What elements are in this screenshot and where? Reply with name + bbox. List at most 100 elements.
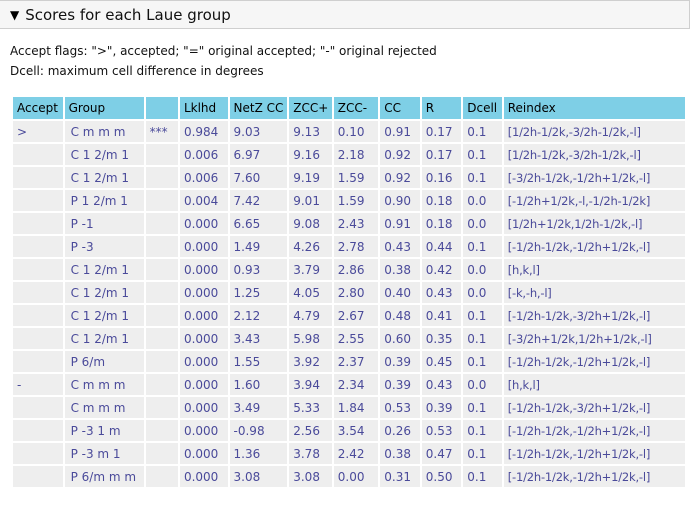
col-header-mark: [145, 97, 178, 119]
cell-group: P -3: [64, 236, 144, 257]
cell-cc: 0.40: [380, 282, 420, 303]
cell-netzcc: 9.03: [229, 121, 288, 142]
accept-flags-legend: Accept flags: ">", accepted; "=" origina…: [10, 44, 437, 58]
cell-group: P -3 1 m: [64, 420, 144, 441]
cell-r: 0.47: [421, 443, 462, 464]
cell-netzcc: 1.60: [229, 374, 288, 395]
cell-mark: [145, 236, 178, 257]
cell-cc: 0.53: [380, 397, 420, 418]
cell-dcell: 0.0: [463, 374, 502, 395]
cell-accept: [13, 420, 63, 441]
cell-netzcc: 7.60: [229, 167, 288, 188]
cell-lklhd: 0.000: [179, 443, 228, 464]
cell-accept: [13, 236, 63, 257]
cell-mark: [145, 466, 178, 487]
cell-group: P 1 2/m 1: [64, 190, 144, 211]
cell-dcell: 0.1: [463, 236, 502, 257]
cell-accept: -: [13, 374, 63, 395]
cell-r: 0.53: [421, 420, 462, 441]
col-header-zccplus: ZCC+: [289, 97, 332, 119]
table-row: P 6/m m m 0.000 3.08 3.08 0.00 0.31 0.50 0.1 [-1…: [13, 466, 685, 487]
dcell-legend: Dcell: maximum cell difference in degree…: [10, 64, 264, 78]
cell-dcell: 0.1: [463, 443, 502, 464]
cell-netzcc: 3.08: [229, 466, 288, 487]
cell-group: C m m m: [64, 374, 144, 395]
cell-netzcc: 6.65: [229, 213, 288, 234]
cell-zccplus: 2.56: [289, 420, 332, 441]
cell-r: 0.17: [421, 121, 462, 142]
cell-zccplus: 9.19: [289, 167, 332, 188]
cell-cc: 0.60: [380, 328, 420, 349]
cell-zccplus: 3.92: [289, 351, 332, 372]
section-header-scores[interactable]: ▼ Scores for each Laue group: [0, 0, 690, 29]
cell-zccplus: 3.94: [289, 374, 332, 395]
cell-zccminus: 2.42: [333, 443, 379, 464]
cell-group: C m m m: [64, 121, 144, 142]
section-title: Scores for each Laue group: [25, 5, 231, 24]
cell-zccminus: 0.00: [333, 466, 379, 487]
cell-r: 0.43: [421, 374, 462, 395]
triangle-down-icon[interactable]: ▼: [10, 7, 20, 22]
cell-dcell: 0.0: [463, 259, 502, 280]
cell-group: C 1 2/m 1: [64, 305, 144, 326]
cell-netzcc: 7.42: [229, 190, 288, 211]
cell-group: C m m m: [64, 397, 144, 418]
cell-zccplus: 4.05: [289, 282, 332, 303]
cell-zccminus: 0.10: [333, 121, 379, 142]
cell-dcell: 0.0: [463, 282, 502, 303]
cell-mark: [145, 305, 178, 326]
cell-mark: [145, 397, 178, 418]
cell-reindex: [-1/2h-1/2k,-3/2h+1/2k,-l]: [503, 397, 685, 418]
cell-lklhd: 0.000: [179, 305, 228, 326]
cell-cc: 0.39: [380, 374, 420, 395]
col-header-netzcc: NetZ CC: [229, 97, 288, 119]
cell-accept: [13, 328, 63, 349]
cell-reindex: [-1/2h-1/2k,-1/2h+1/2k,-l]: [503, 420, 685, 441]
cell-accept: [13, 282, 63, 303]
cell-accept: [13, 305, 63, 326]
col-header-lklhd: Lklhd: [179, 97, 228, 119]
cell-reindex: [1/2h-1/2k,-3/2h-1/2k,-l]: [503, 121, 685, 142]
cell-cc: 0.91: [380, 213, 420, 234]
cell-reindex: [-1/2h-1/2k,-1/2h+1/2k,-l]: [503, 443, 685, 464]
cell-r: 0.44: [421, 236, 462, 257]
cell-lklhd: 0.984: [179, 121, 228, 142]
col-header-r: R: [421, 97, 462, 119]
cell-zccminus: 2.37: [333, 351, 379, 372]
cell-lklhd: 0.000: [179, 420, 228, 441]
cell-mark: [145, 351, 178, 372]
cell-mark: [145, 374, 178, 395]
cell-group: P 6/m m m: [64, 466, 144, 487]
cell-reindex: [-1/2h-1/2k,-3/2h+1/2k,-l]: [503, 305, 685, 326]
cell-mark: ***: [145, 121, 178, 142]
laue-group-scores-table: Accept Group Lklhd NetZ CC ZCC+ ZCC- CC …: [11, 95, 687, 489]
cell-netzcc: 1.55: [229, 351, 288, 372]
col-header-cc: CC: [380, 97, 420, 119]
table-row: C 1 2/m 1 0.000 3.43 5.98 2.55 0.60 0.35 0.1 [-3…: [13, 328, 685, 349]
cell-group: C 1 2/m 1: [64, 167, 144, 188]
table-row: P 1 2/m 1 0.004 7.42 9.01 1.59 0.90 0.18 0.0 [-1…: [13, 190, 685, 211]
cell-netzcc: 1.49: [229, 236, 288, 257]
cell-group: C 1 2/m 1: [64, 282, 144, 303]
cell-zccminus: 2.86: [333, 259, 379, 280]
cell-cc: 0.91: [380, 121, 420, 142]
cell-netzcc: 6.97: [229, 144, 288, 165]
cell-cc: 0.38: [380, 259, 420, 280]
col-header-group: Group: [64, 97, 144, 119]
cell-netzcc: 1.25: [229, 282, 288, 303]
cell-r: 0.18: [421, 213, 462, 234]
table-row: C m m m 0.000 3.49 5.33 1.84 0.53 0.39 0.1 [-1/2…: [13, 397, 685, 418]
cell-group: C 1 2/m 1: [64, 259, 144, 280]
cell-cc: 0.38: [380, 443, 420, 464]
cell-accept: [13, 351, 63, 372]
cell-mark: [145, 190, 178, 211]
cell-zccminus: 2.55: [333, 328, 379, 349]
cell-r: 0.18: [421, 190, 462, 211]
cell-zccminus: 2.67: [333, 305, 379, 326]
cell-zccplus: 9.16: [289, 144, 332, 165]
table-row: C 1 2/m 1 0.006 7.60 9.19 1.59 0.92 0.16 0.1 [-3…: [13, 167, 685, 188]
cell-netzcc: 1.36: [229, 443, 288, 464]
table-row: C 1 2/m 1 0.000 0.93 3.79 2.86 0.38 0.42 0.0 [h,…: [13, 259, 685, 280]
col-header-zccminus: ZCC-: [333, 97, 379, 119]
cell-zccplus: 4.26: [289, 236, 332, 257]
